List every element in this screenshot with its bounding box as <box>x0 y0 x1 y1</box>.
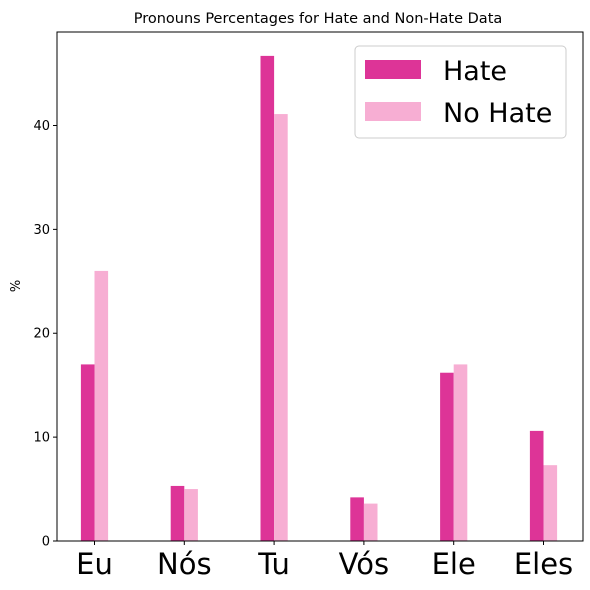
x-tick-label: Ele <box>432 547 476 581</box>
x-tick-label: Tu <box>257 547 290 581</box>
y-tick-label: 30 <box>33 223 50 238</box>
y-tick-label: 20 <box>33 327 50 342</box>
bar-no-hate-0 <box>94 270 109 541</box>
chart-title: Pronouns Percentages for Hate and Non-Ha… <box>134 11 503 27</box>
x-tick-label: Nós <box>157 547 212 581</box>
legend-label-hate: Hate <box>443 56 507 87</box>
y-axis-label: % <box>9 280 24 292</box>
plot-frame <box>56 31 584 542</box>
bar-hate-1 <box>170 485 185 541</box>
legend: Hate No Hate <box>354 45 567 139</box>
legend-swatch-no-hate <box>365 102 421 121</box>
bar-hate-3 <box>350 497 364 541</box>
bar-hate-0 <box>80 364 95 541</box>
bar-no-hate-2 <box>274 114 288 541</box>
legend-swatch-hate <box>365 60 421 79</box>
x-tick-label: Eles <box>514 547 573 581</box>
y-tick-label: 10 <box>33 431 50 446</box>
y-axis: 0 10 20 30 40 <box>33 119 57 550</box>
x-tick-label: Vós <box>339 547 389 581</box>
y-tick-label: 40 <box>33 119 50 134</box>
x-tick-label: Eu <box>76 547 113 581</box>
x-axis: Eu Nós Tu Vós Ele Eles <box>76 541 573 581</box>
bar-hate-4 <box>440 372 454 541</box>
y-tick-label: 0 <box>42 535 50 550</box>
bar-no-hate-1 <box>184 489 198 541</box>
bar-hate-5 <box>529 430 544 541</box>
legend-label-no-hate: No Hate <box>443 98 552 129</box>
bar-no-hate-4 <box>453 364 468 541</box>
bar-no-hate-5 <box>543 465 558 541</box>
plot-area <box>56 31 584 542</box>
bar-hate-2 <box>260 55 275 541</box>
bar-no-hate-3 <box>363 503 378 541</box>
